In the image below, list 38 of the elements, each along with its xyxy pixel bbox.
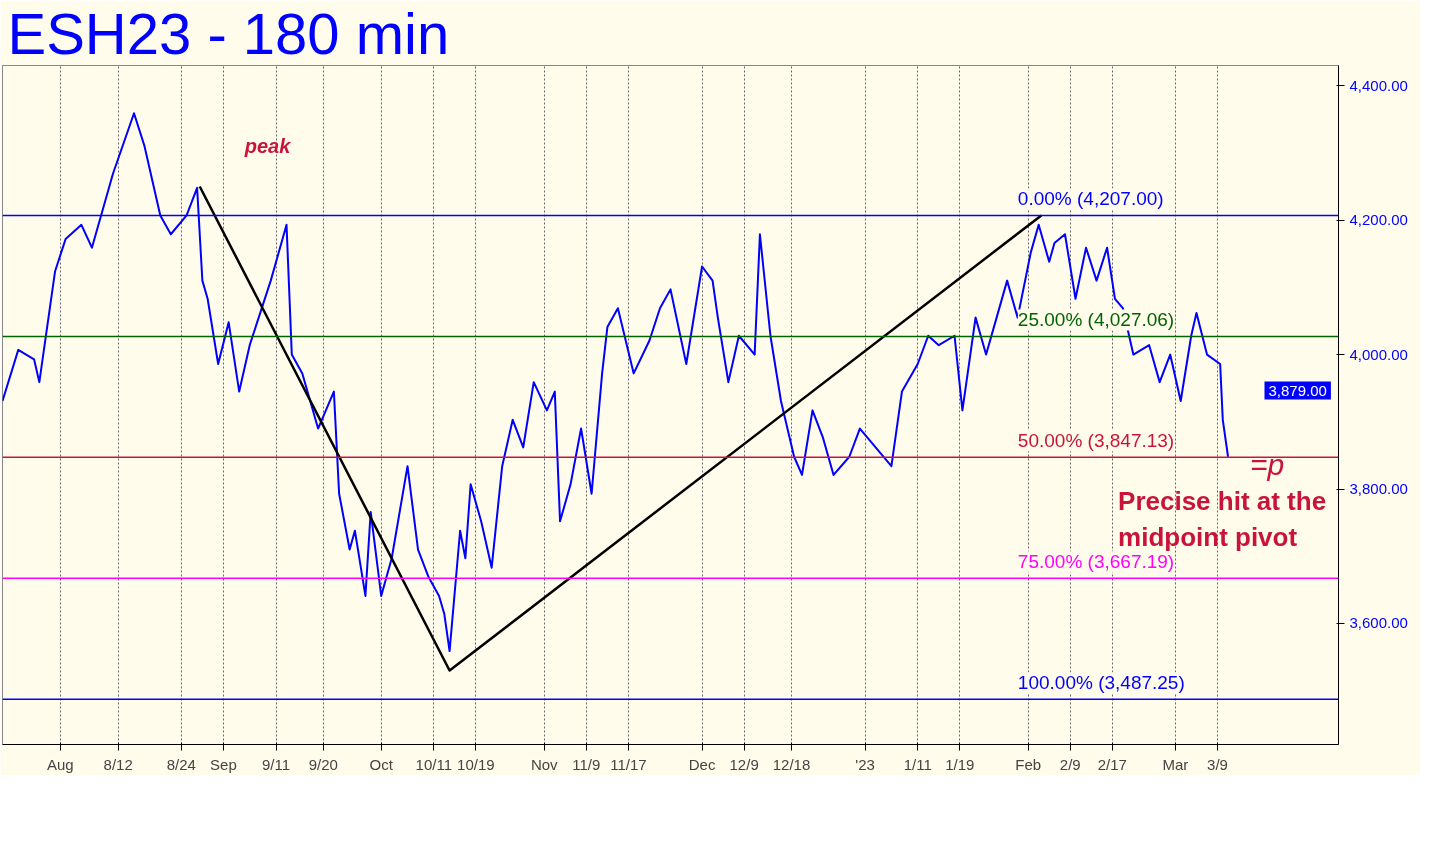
x-tick-label: 1/19 (945, 755, 975, 773)
annotation: 3,879.00 (1268, 381, 1327, 399)
annotation: =p (1250, 447, 1285, 481)
x-tick-label: 11/17 (610, 755, 647, 773)
ref-line-label: 0.00% (4,207.00) (1017, 188, 1164, 210)
x-tick-label: '23 (855, 755, 875, 773)
ref-line-label: 25.00% (4,027.06) (1017, 309, 1175, 331)
x-tick-label: 11/9 (572, 755, 601, 773)
x-tick-label: 9/20 (308, 755, 338, 773)
chart-title: ESH23 - 180 min (7, 0, 450, 66)
x-tick-label: Dec (688, 755, 716, 773)
annotation: peak (243, 134, 292, 157)
x-tick-label: Feb (1015, 755, 1042, 773)
y-tick-label: 3,600.00 (1349, 614, 1408, 632)
ref-line-label: 50.00% (3,847.13) (1017, 430, 1175, 452)
y-tick-label: 4,400.00 (1349, 76, 1408, 94)
y-tick-label: 3,800.00 (1349, 480, 1408, 498)
x-tick-label: 2/9 (1059, 755, 1081, 773)
x-tick-label: Sep (210, 755, 237, 773)
x-tick-label: 10/11 (415, 755, 453, 773)
annotation: Precise hit at the midpoint pivot (1118, 485, 1327, 552)
x-tick-label: 12/9 (729, 755, 759, 773)
x-tick-label: 2/17 (1097, 755, 1127, 773)
x-tick-label: 9/11 (261, 755, 291, 773)
x-tick-label: 12/18 (772, 755, 811, 773)
x-tick-label: 3/9 (1207, 755, 1228, 773)
y-tick-label: 4,000.00 (1349, 345, 1408, 363)
x-tick-label: Aug (47, 755, 74, 773)
ref-line-label: 100.00% (3,487.25) (1017, 672, 1185, 694)
x-tick-label: 8/24 (166, 755, 196, 773)
x-tick-label: 8/12 (103, 755, 133, 773)
y-tick-label: 4,200.00 (1349, 211, 1408, 229)
ref-line-label: 75.00% (3,667.19) (1017, 551, 1175, 573)
x-tick-label: 10/19 (457, 755, 495, 773)
x-tick-label: Oct (369, 755, 394, 773)
x-tick-label: 1/11 (903, 755, 932, 773)
x-tick-label: Nov (530, 755, 559, 773)
x-tick-label: Mar (1162, 755, 1189, 773)
